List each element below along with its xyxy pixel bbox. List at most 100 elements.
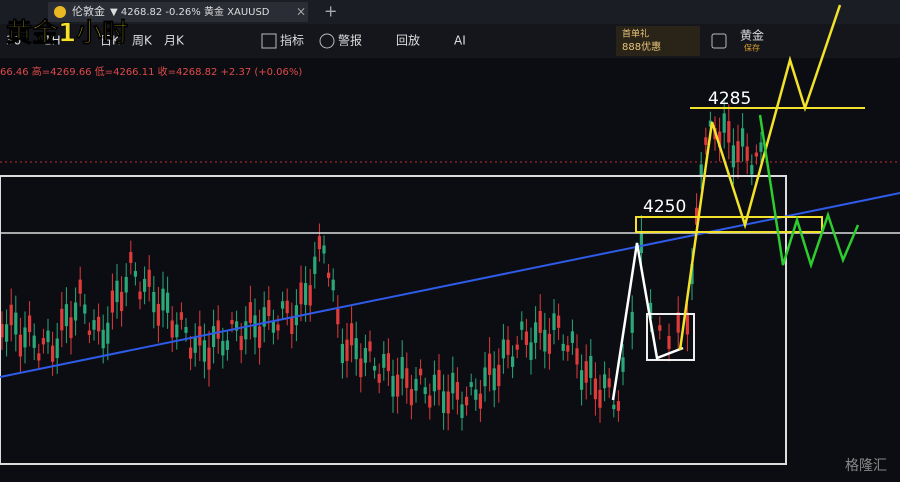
- candle: [754, 152, 758, 157]
- candle: [616, 401, 620, 411]
- tool[interactable]: 指标: [280, 33, 304, 48]
- candle: [106, 322, 110, 344]
- candle: [727, 121, 731, 143]
- candle: [469, 382, 473, 388]
- tab[interactable]: [48, 2, 308, 22]
- overlay-title: 黄金1小时: [6, 18, 128, 49]
- tab-icon: [54, 6, 66, 18]
- candle: [649, 302, 653, 319]
- candle: [156, 303, 160, 326]
- candle: [285, 300, 289, 314]
- candle: [603, 374, 607, 389]
- candle: [202, 340, 206, 362]
- candle: [437, 370, 441, 390]
- candle: [184, 327, 188, 333]
- level-box: [635, 216, 823, 233]
- candle: [161, 288, 165, 311]
- candle: [248, 302, 252, 323]
- candle: [51, 345, 55, 362]
- range-box: [0, 175, 787, 465]
- candle: [455, 382, 459, 400]
- candle: [428, 395, 432, 408]
- candle: [262, 307, 266, 327]
- candle: [731, 145, 735, 168]
- candle: [373, 365, 377, 371]
- interval[interactable]: 1H: [44, 34, 61, 48]
- candle: [598, 389, 602, 408]
- candle: [97, 316, 101, 332]
- ohlc: 66.46 高=4269.66 低=4266.11 收=4268.82 +2.3…: [0, 65, 302, 78]
- candle: [667, 336, 671, 350]
- candle: [271, 321, 275, 333]
- candle: [60, 308, 64, 331]
- candle: [630, 311, 634, 333]
- promo-banner[interactable]: [616, 26, 700, 56]
- candle: [460, 404, 464, 418]
- candle: [354, 338, 358, 360]
- candle: [699, 164, 703, 178]
- candle: [396, 374, 400, 397]
- candle: [221, 341, 225, 356]
- candle: [368, 341, 372, 352]
- interval[interactable]: 周K: [132, 34, 153, 48]
- layout-icon[interactable]: [711, 33, 727, 49]
- candle: [9, 304, 13, 326]
- candle: [64, 304, 68, 327]
- candle: [483, 367, 487, 387]
- candle: [708, 120, 712, 127]
- save[interactable]: 保存: [744, 43, 760, 53]
- interval[interactable]: 日K: [100, 34, 121, 48]
- candle: [299, 282, 303, 305]
- interval[interactable]: 月K: [164, 34, 185, 48]
- candle: [331, 279, 335, 291]
- tool[interactable]: 警报: [338, 33, 362, 48]
- candle: [290, 317, 294, 334]
- candle: [386, 353, 390, 372]
- candle: [166, 292, 170, 313]
- candle: [46, 330, 50, 343]
- candle: [110, 290, 114, 313]
- path-arrow: [678, 4, 842, 351]
- candle: [419, 368, 423, 376]
- candle: [423, 387, 427, 395]
- candle: [566, 345, 570, 352]
- candle: [308, 285, 312, 306]
- candle: [175, 324, 179, 338]
- candle: [405, 368, 409, 388]
- candle: [363, 348, 367, 363]
- symbol[interactable]: 黄金: [740, 28, 764, 43]
- candle: [501, 339, 505, 359]
- candle: [336, 308, 340, 325]
- candle: [529, 342, 533, 360]
- candle: [216, 320, 220, 339]
- candle: [32, 335, 36, 348]
- new-tab[interactable]: +: [324, 2, 337, 21]
- candle: [294, 305, 298, 326]
- candle: [478, 393, 482, 409]
- candle: [83, 304, 87, 314]
- tool[interactable]: 回放: [396, 33, 420, 48]
- candle: [5, 324, 9, 342]
- candle: [382, 354, 386, 368]
- watermark: 格隆汇: [845, 458, 887, 474]
- candle: [552, 313, 556, 330]
- candle: [511, 356, 515, 367]
- candle: [267, 300, 271, 317]
- candle: [414, 378, 418, 391]
- candle: [612, 404, 616, 410]
- tab-quote: ▼ 4268.82 -0.26% 黄金 XAUUSD: [110, 5, 270, 18]
- candle: [147, 269, 151, 287]
- candle: [741, 128, 745, 147]
- candle: [143, 278, 147, 292]
- path-arrow: [758, 114, 860, 270]
- candle: [138, 291, 142, 300]
- candle: [244, 321, 248, 340]
- candle: [391, 375, 395, 397]
- tool[interactable]: AI: [454, 34, 466, 48]
- candle: [658, 325, 662, 331]
- candle: [377, 373, 381, 383]
- candle: [621, 357, 625, 372]
- tab-close[interactable]: ×: [296, 5, 306, 19]
- interval[interactable]: 30: [6, 34, 21, 48]
